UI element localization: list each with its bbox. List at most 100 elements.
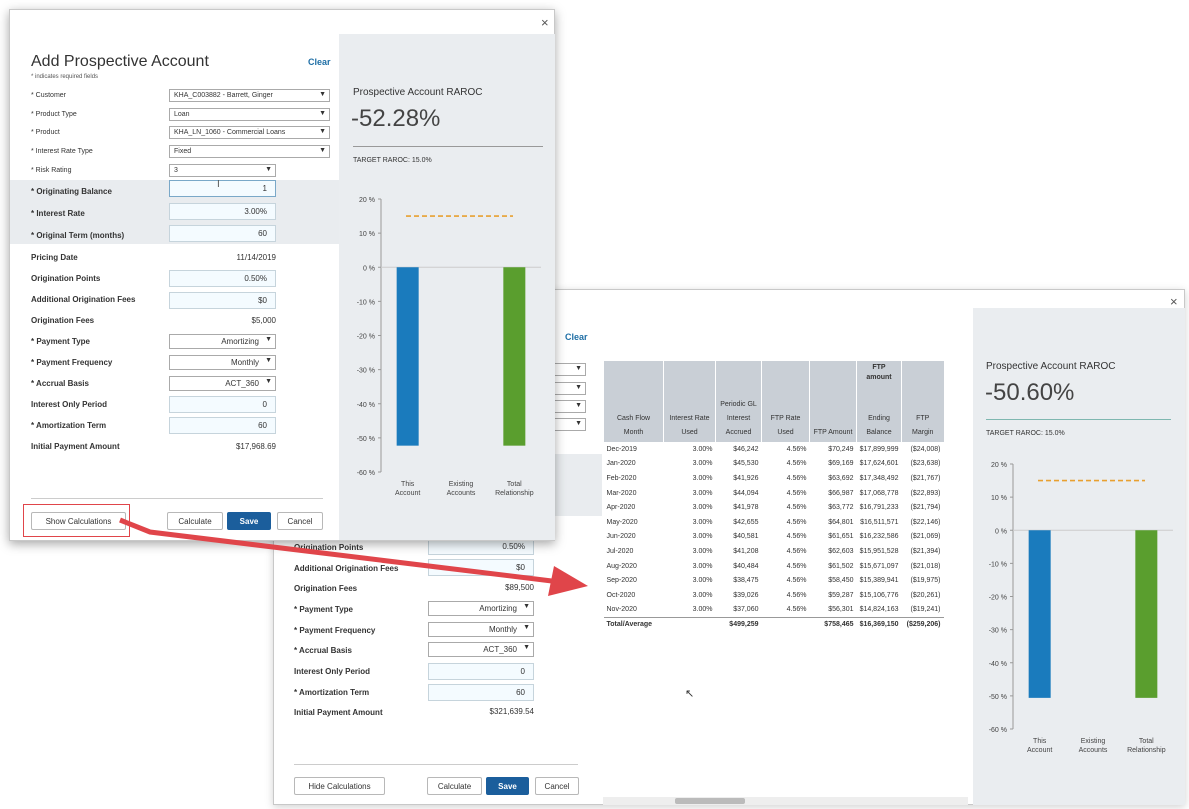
accrual-basis-select[interactable]: ACT_360 ▼ <box>169 376 276 391</box>
x-tick-label: This <box>401 481 415 488</box>
field-label: * Risk Rating <box>31 167 72 174</box>
origination-points-input[interactable]: 0.50% <box>169 270 276 287</box>
field-label: * Amortization Term <box>31 421 107 430</box>
y-tick-label: -40 % <box>989 661 1007 668</box>
table-cell: 4.56% <box>786 591 807 599</box>
table-cell: ($22,146) <box>910 518 941 526</box>
field-label: Pricing Date <box>31 253 78 262</box>
chevron-down-icon: ▼ <box>575 384 582 391</box>
y-tick-label: -30 % <box>357 368 375 375</box>
chevron-down-icon: ▼ <box>319 128 326 135</box>
divider <box>31 498 323 499</box>
x-tick-label: Total <box>1139 738 1154 745</box>
divider <box>986 419 1171 420</box>
amortization-term-input[interactable]: 60 <box>428 684 534 701</box>
field-label: * Accrual Basis <box>31 379 89 388</box>
table-cell: $64,801 <box>828 518 854 526</box>
table-cell: ($21,069) <box>910 533 941 541</box>
cancel-button[interactable]: Cancel <box>535 777 579 795</box>
field-label: Initial Payment Amount <box>31 442 120 451</box>
x-tick-label: Account <box>1027 747 1052 754</box>
bar-this-account <box>396 267 419 446</box>
table-cell: 4.56% <box>786 547 807 555</box>
table-cell: 3.00% <box>692 445 713 453</box>
scrollbar-thumb[interactable] <box>675 798 745 804</box>
accrual-basis-select[interactable]: ACT_360 ▼ <box>428 642 534 657</box>
original-term-input[interactable]: 60 <box>169 225 276 242</box>
table-cell: $41,926 <box>733 474 759 482</box>
raroc-panel-title: Prospective Account RAROC <box>986 361 1116 372</box>
clear-link[interactable]: Clear <box>565 332 588 342</box>
calculate-button[interactable]: Calculate <box>167 512 223 530</box>
table-cell: Jul-2020 <box>606 547 634 555</box>
column-header: FTP Rate Used <box>761 385 810 442</box>
payment-frequency-select[interactable]: Monthly ▼ <box>428 622 534 637</box>
customer-select[interactable]: KHA_C003882 - Barrett, Ginger ▼ <box>169 89 330 102</box>
field-label: * Payment Frequency <box>31 358 113 367</box>
close-icon[interactable]: × <box>541 15 549 30</box>
table-cell: Aug-2020 <box>606 562 637 570</box>
table-cell: 3.00% <box>692 577 713 585</box>
initial-payment-amount-value: $17,968.69 <box>235 442 276 451</box>
table-cell: $499,259 <box>715 616 762 632</box>
hide-calculations-button[interactable]: Hide Calculations <box>294 777 385 795</box>
table-cell: $16,369,150 <box>856 616 902 632</box>
interest-only-period-input[interactable]: 0 <box>428 663 534 680</box>
chevron-down-icon: ▼ <box>265 378 272 385</box>
chevron-down-icon: ▼ <box>523 624 530 631</box>
table-cell: 3.00% <box>692 606 713 614</box>
clear-link[interactable]: Clear <box>308 57 331 67</box>
table-cell: 3.00% <box>692 474 713 482</box>
x-tick-label: Existing <box>449 481 474 488</box>
y-tick-label: -10 % <box>989 561 1007 568</box>
horizontal-scrollbar[interactable] <box>603 797 968 805</box>
payment-type-select[interactable]: Amortizing ▼ <box>428 601 534 616</box>
table-cell: $39,026 <box>733 591 759 599</box>
table-cell: $15,951,528 <box>859 547 899 555</box>
table-cell: $45,530 <box>733 460 759 468</box>
bar-total-relationship <box>1135 530 1158 698</box>
column-header-line: Month <box>623 429 644 436</box>
column-header: Ending Balance <box>856 385 902 442</box>
additional-origination-fees-input[interactable]: $0 <box>169 292 276 309</box>
table-cell: $66,987 <box>828 489 854 497</box>
save-button[interactable]: Save <box>227 512 271 530</box>
payment-type-select[interactable]: Amortizing ▼ <box>169 334 276 349</box>
chevron-down-icon: ▼ <box>265 336 272 343</box>
product-select[interactable]: KHA_LN_1060 - Commercial Loans ▼ <box>169 126 330 139</box>
column-header: FTP Margin <box>901 385 944 442</box>
table-cell: $59,287 <box>828 591 854 599</box>
table-cell: ($21,794) <box>910 504 941 512</box>
risk-rating-select[interactable]: 3 ▼ <box>169 164 276 177</box>
product-type-select[interactable]: Loan ▼ <box>169 108 330 121</box>
additional-origination-fees-input[interactable]: $0 <box>428 559 534 576</box>
field-origination-fees: Origination Fees <box>294 581 534 599</box>
payment-frequency-select[interactable]: Monthly ▼ <box>169 355 276 370</box>
calculate-button[interactable]: Calculate <box>427 777 482 795</box>
close-icon[interactable]: × <box>1170 294 1178 309</box>
chevron-down-icon: ▼ <box>319 147 326 154</box>
table-cell: $63,692 <box>828 474 854 482</box>
select-value: Monthly <box>488 625 517 634</box>
interest-only-period-input[interactable]: 0 <box>169 396 276 413</box>
save-button[interactable]: Save <box>486 777 529 795</box>
originating-balance-input[interactable]: 1 <box>169 180 276 197</box>
table-cell: 4.56% <box>786 474 807 482</box>
table-cell: 4.56% <box>786 460 807 468</box>
table-cell: $41,208 <box>733 547 759 555</box>
field-product: * Product KHA_LN_1060 - Commercial Loans… <box>10 125 339 145</box>
interest-rate-input[interactable]: 3.00% <box>169 203 276 220</box>
amortization-term-input[interactable]: 60 <box>169 417 276 434</box>
table-cell: $37,060 <box>733 606 759 614</box>
cancel-button[interactable]: Cancel <box>277 512 323 530</box>
interest-rate-type-select[interactable]: Fixed ▼ <box>169 145 330 158</box>
field-interest-only-period: Interest Only Period 0 <box>10 396 339 416</box>
field-customer: * Customer KHA_C003882 - Barrett, Ginger… <box>10 88 339 108</box>
x-tick-label: Accounts <box>447 490 476 497</box>
table-cell: 3.00% <box>692 489 713 497</box>
field-label: * Payment Type <box>31 337 90 346</box>
table-cell: $38,475 <box>733 577 759 585</box>
table-cell: $40,581 <box>733 533 759 541</box>
field-originating-balance: * Originating Balance 1 I <box>10 179 339 203</box>
field-label: Interest Only Period <box>294 667 371 676</box>
